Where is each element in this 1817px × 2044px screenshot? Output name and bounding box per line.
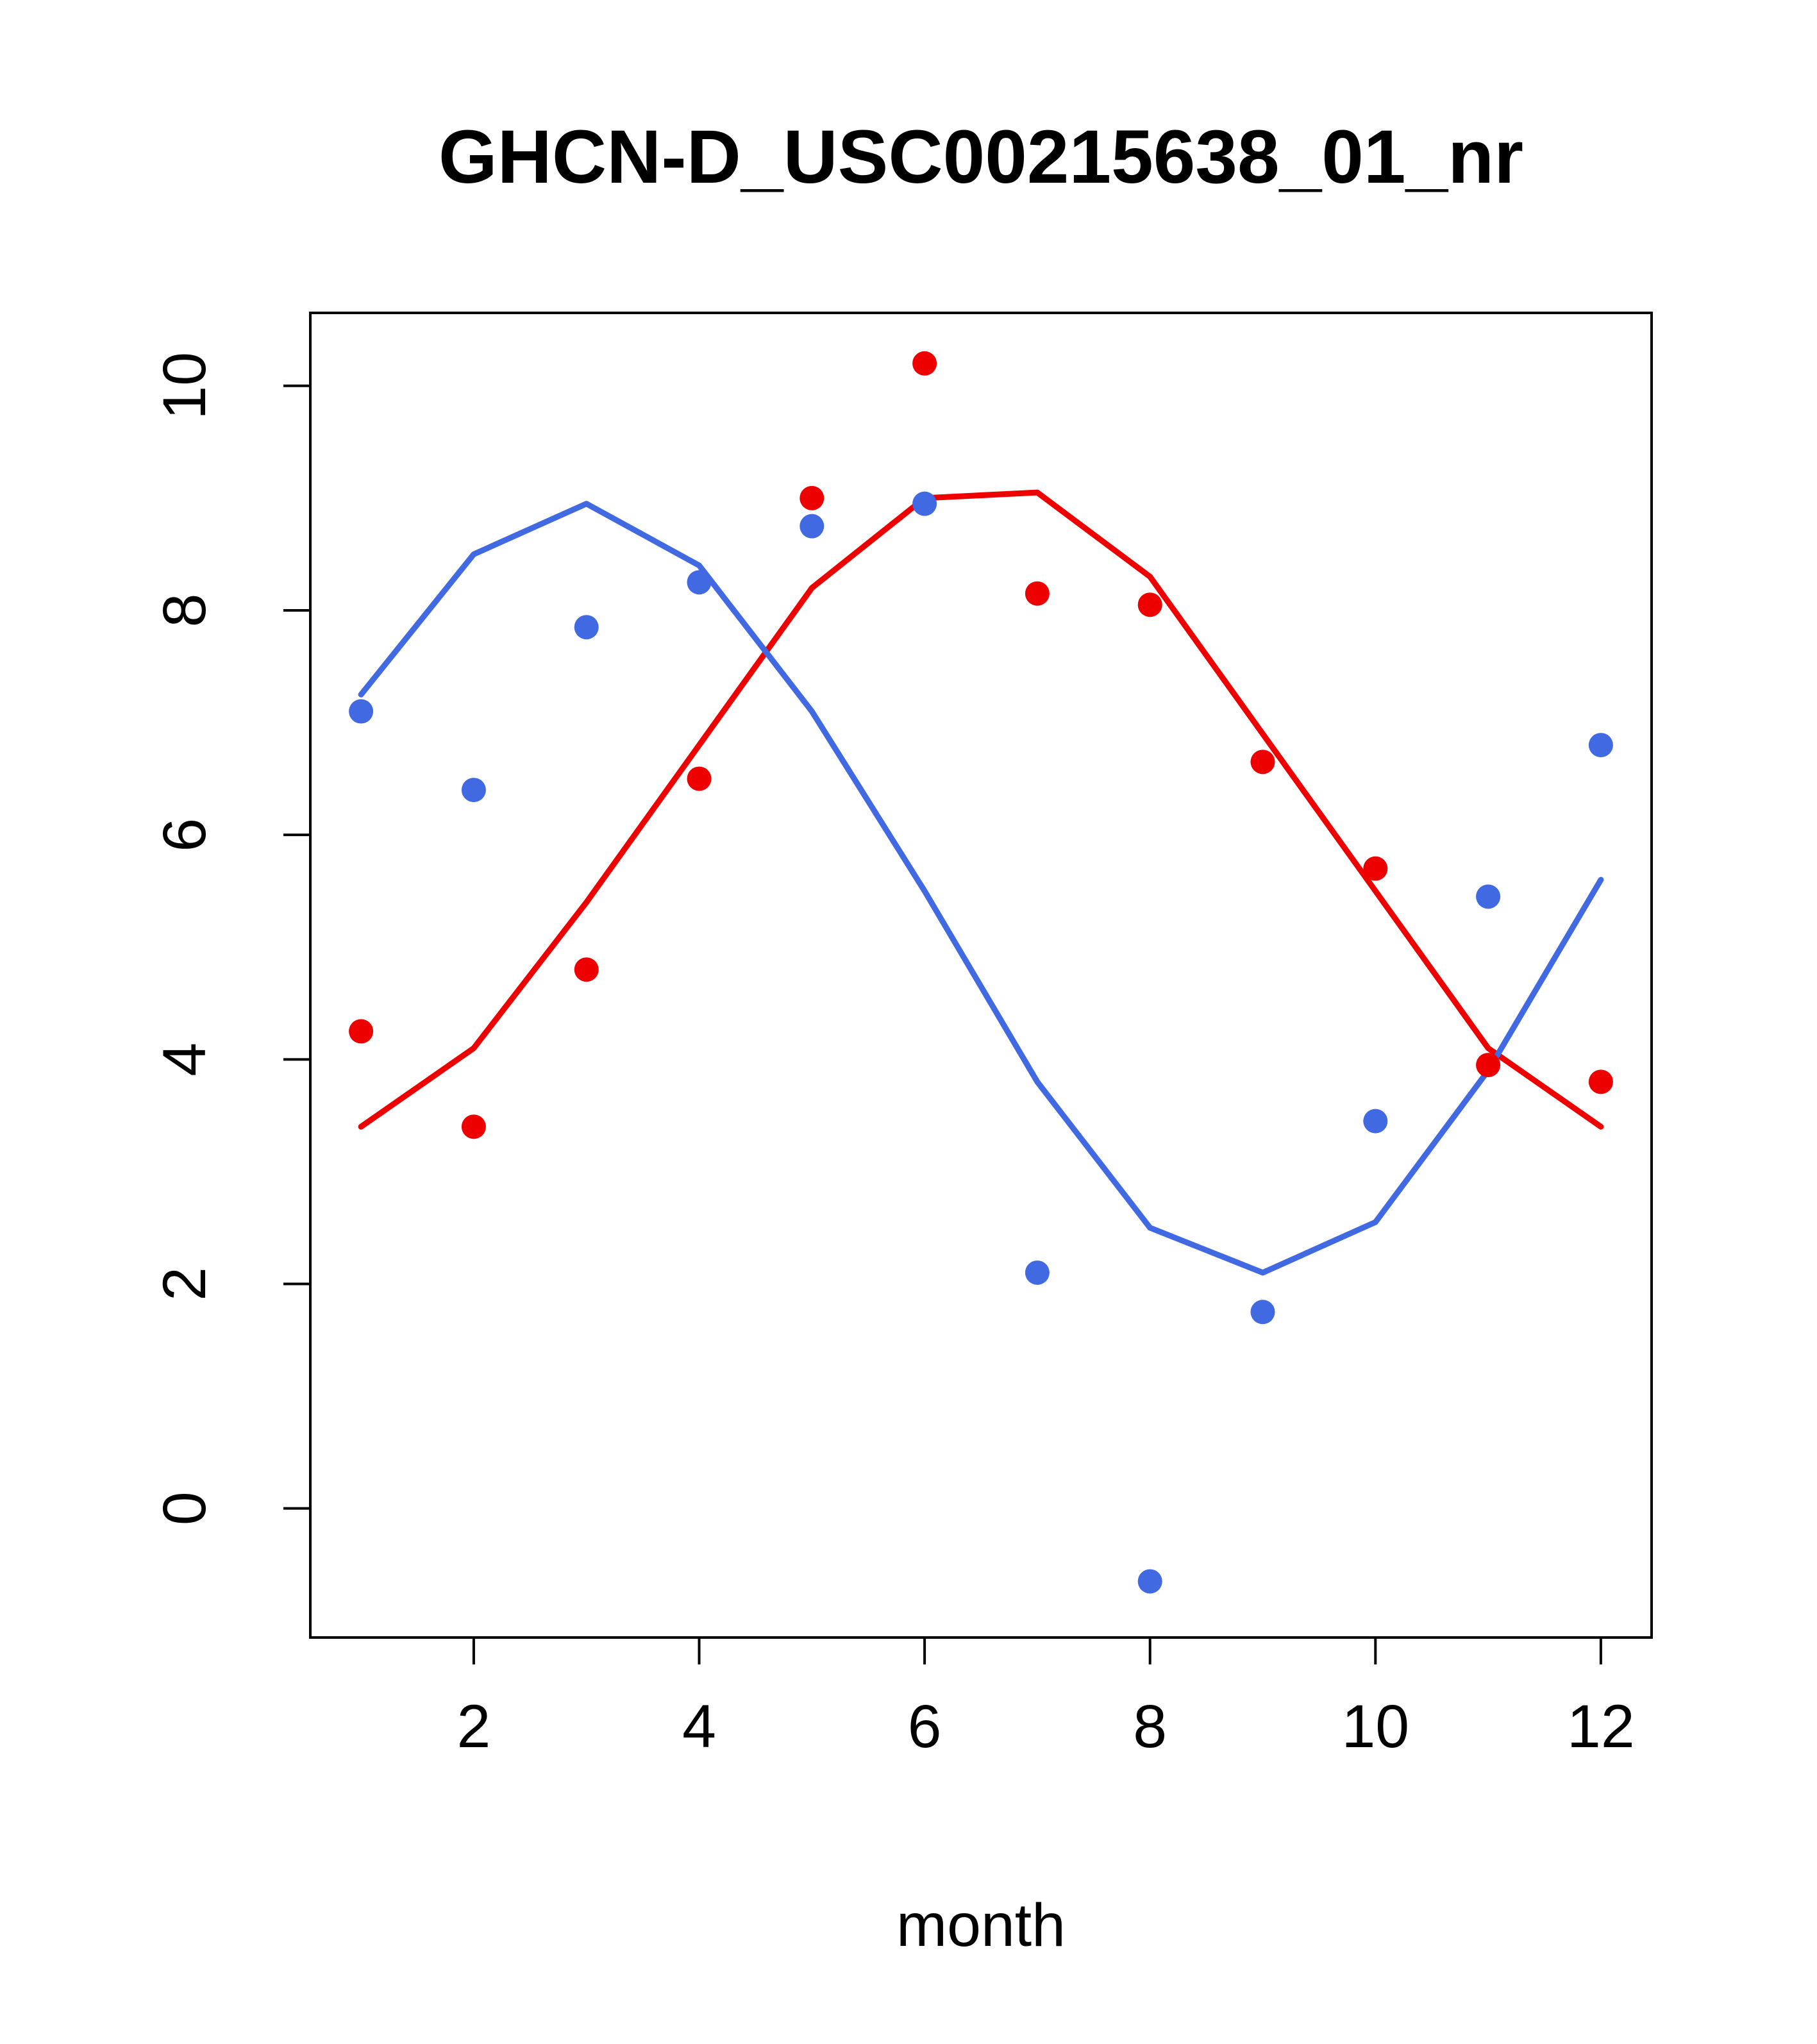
blue-series-smooth-line xyxy=(358,501,1604,1276)
blue-series-data-point xyxy=(1588,733,1613,758)
plot-box xyxy=(309,312,1653,1639)
red-series-data-point xyxy=(349,1019,374,1044)
blue-series-data-point xyxy=(461,778,486,803)
y-tick-label: 0 xyxy=(151,1491,219,1525)
blue-series-data-point xyxy=(1025,1260,1050,1285)
red-series-smooth-line xyxy=(358,489,1604,1130)
x-tick-label: 2 xyxy=(456,1693,490,1761)
blue-series-data-point xyxy=(1476,884,1501,909)
blue-series-data-point xyxy=(1363,1109,1388,1134)
y-tick-label: 10 xyxy=(151,352,219,420)
red-series-data-point xyxy=(574,957,599,982)
x-tick-label: 10 xyxy=(1341,1693,1409,1761)
blue-series-data-point xyxy=(687,570,712,595)
red-series-data-point xyxy=(800,485,825,510)
blue-series-data-point xyxy=(349,699,374,724)
red-series-data-point xyxy=(687,766,712,791)
red-series-data-point xyxy=(1025,581,1050,606)
x-tick-label: 12 xyxy=(1567,1693,1635,1761)
blue-series-data-point xyxy=(800,514,825,539)
red-series-data-point xyxy=(1588,1069,1613,1094)
red-series-data-point xyxy=(1363,856,1388,881)
red-series-data-point xyxy=(1250,750,1275,775)
y-tick-label: 4 xyxy=(151,1043,219,1076)
x-tick-label: 4 xyxy=(682,1693,716,1761)
chart-title: GHCN-D_USC00215638_01_nr xyxy=(439,115,1523,199)
blue-series-data-point xyxy=(574,615,599,640)
y-tick-label: 6 xyxy=(151,818,219,852)
red-series-data-point xyxy=(912,351,937,376)
red-series-data-point xyxy=(1137,592,1162,617)
red-series-data-point xyxy=(461,1114,486,1139)
blue-series-data-point xyxy=(1137,1569,1162,1594)
x-tick-label: 6 xyxy=(908,1693,942,1761)
blue-series-data-point xyxy=(1250,1300,1275,1325)
x-tick-label: 8 xyxy=(1133,1693,1167,1761)
red-series-data-point xyxy=(1476,1053,1501,1078)
y-tick-label: 2 xyxy=(151,1267,219,1301)
y-tick-label: 8 xyxy=(151,594,219,628)
blue-series-data-point xyxy=(912,491,937,516)
x-axis-label: month xyxy=(896,1891,1066,1959)
